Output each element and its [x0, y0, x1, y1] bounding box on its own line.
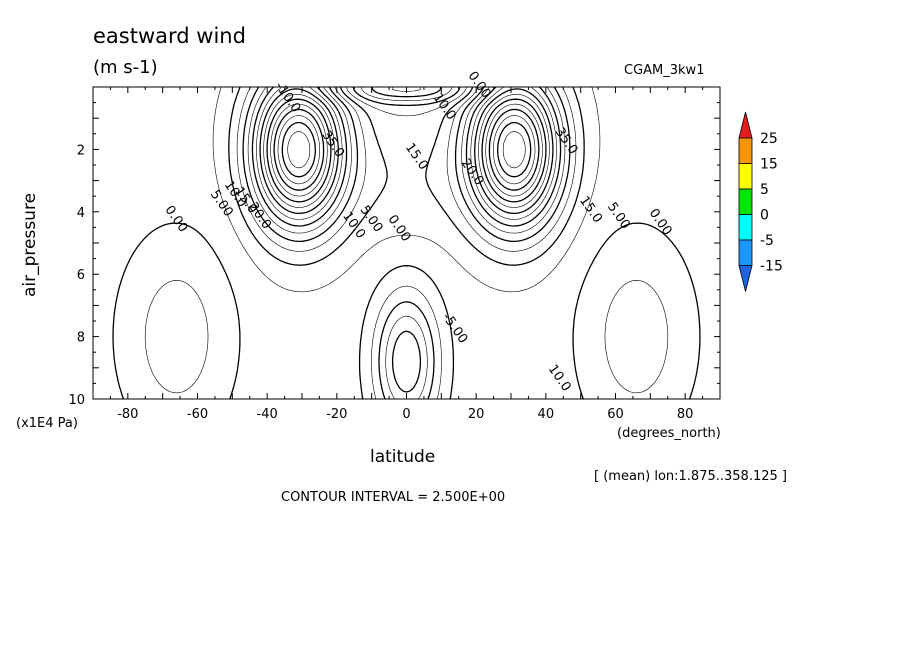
chart-title: eastward wind [93, 24, 246, 48]
x-tick-label: 0 [402, 407, 410, 422]
contour-line [391, 330, 422, 393]
contour-label: 0.00 [384, 212, 413, 244]
contour-line [242, 87, 571, 243]
colorbar-label: 5 [760, 182, 769, 198]
colorbar-label: 25 [760, 131, 778, 147]
plot-frame [92, 86, 721, 400]
contour-label: 0.00 [162, 203, 191, 235]
contour-label: 35.0 [318, 128, 347, 160]
x-tick-label: 60 [607, 407, 624, 422]
colorbar: 25 15 5 0 -5 -15 [738, 111, 783, 292]
contour-line [371, 87, 442, 399]
contour-line [270, 103, 543, 197]
contour-label: -5.00 [439, 310, 471, 346]
x-axis-units: (degrees_north) [617, 426, 721, 441]
contour-line [287, 131, 526, 169]
contour-label: -10.0 [272, 79, 304, 115]
y-tick-label: 8 [77, 331, 85, 346]
colorbar-label: 15 [760, 157, 778, 173]
contour-line [385, 87, 428, 399]
contour-label: 0.00 [646, 206, 675, 238]
colorbar-label: -15 [760, 259, 783, 275]
y-tick-label: 10 [68, 393, 85, 408]
y-tick-label: 2 [77, 143, 85, 158]
colorbar-swatch [738, 239, 753, 266]
contour-line [247, 87, 566, 234]
contour-line [228, 87, 585, 266]
contour-line [277, 115, 536, 185]
x-tick-label: 20 [468, 407, 485, 422]
contour-line [263, 94, 550, 208]
x-axis-label: latitude [370, 447, 436, 467]
contour-line [112, 87, 701, 399]
contour-line [259, 88, 554, 215]
contour-lines [112, 87, 701, 399]
x-tick-label: 40 [538, 407, 555, 422]
contour-interval-note: CONTOUR INTERVAL = 2.500E+00 [281, 490, 506, 505]
x-tick-label: 80 [677, 407, 694, 422]
contour-label: 0.00 [465, 69, 494, 101]
chart-units: (m s-1) [93, 57, 158, 78]
contour-line [144, 87, 669, 399]
contour-label: 5.00 [604, 200, 633, 232]
contour-line [266, 98, 547, 203]
colorbar-top-arrow [738, 111, 753, 139]
contour-label: 15.0 [576, 194, 605, 226]
contour-line [273, 108, 540, 191]
colorbar-swatch [738, 214, 753, 241]
contour-line [251, 87, 562, 227]
contour-label: 10.0 [545, 362, 574, 394]
colorbar-swatch [738, 137, 753, 164]
x-tick-label: -40 [257, 407, 278, 422]
colorbar-swatch [738, 163, 753, 190]
colorbar-bottom-arrow [738, 265, 753, 292]
contour-line [236, 87, 577, 252]
contour-line [256, 87, 557, 220]
x-tick-label: -20 [326, 407, 347, 422]
y-tick-label: 4 [77, 206, 85, 221]
contour-line [212, 87, 601, 293]
contour-line [281, 121, 532, 178]
colorbar-label: -5 [760, 233, 774, 249]
y-axis-label: air_pressure [20, 192, 40, 298]
x-tick-label: -60 [187, 407, 208, 422]
y-axis-units: (x1E4 Pa) [16, 416, 78, 431]
x-tick-label: -80 [117, 407, 138, 422]
run-label: CGAM_3kw1 [624, 63, 705, 78]
axis-ticks: -80 -60 -40 -20 0 20 40 60 80 2 4 6 8 10 [68, 87, 721, 422]
y-tick-label: 6 [77, 268, 85, 283]
colorbar-swatch [738, 188, 753, 215]
averaging-footnote: [ (mean) lon:1.875..358.125 ] [594, 469, 787, 484]
colorbar-label: 0 [760, 208, 769, 224]
